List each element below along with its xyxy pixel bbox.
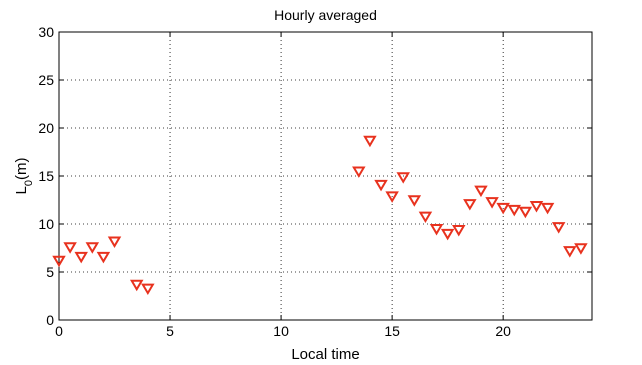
data-point-marker [74,251,88,264]
data-point-marker [551,222,566,234]
chart-title: Hourly averaged [274,7,377,23]
x-tick-label: 10 [273,323,289,339]
y-axis-title: L0(m) [13,158,35,195]
data-points [52,135,588,296]
data-point-marker [363,135,377,148]
data-point-marker [63,242,77,254]
y-tick-label: 20 [38,120,54,136]
axis-ticks: 0 5 10 15 20 0 5 10 15 20 25 30 [38,24,592,339]
data-point-marker [52,255,66,268]
data-point-marker [418,211,433,224]
data-point-marker [141,283,155,296]
x-tick-label: 15 [384,323,400,339]
x-tick-label: 5 [166,323,174,339]
data-point-marker [574,243,588,255]
x-axis-title: Local time [291,346,359,363]
data-point-marker [429,224,444,236]
y-axis-title-subscript: 0 [23,180,35,186]
plot-area-frame [58,31,593,321]
data-point-marker [485,197,499,209]
data-point-marker [474,185,488,198]
x-tick-label: 0 [55,323,63,339]
y-tick-label: 25 [38,72,54,88]
data-point-marker [463,199,477,211]
x-tick-label: 20 [495,323,511,339]
data-point-marker [540,202,555,215]
data-point-marker [518,206,533,219]
y-tick-label: 30 [38,24,54,40]
data-point-marker [385,191,399,203]
data-point-marker [96,251,111,264]
data-point-marker [107,236,122,249]
y-tick-label: 0 [46,312,54,328]
grid-lines [59,32,592,320]
data-point-marker [563,246,577,258]
y-axis-title-unit: (m) [13,158,30,181]
y-tick-label: 5 [46,264,54,280]
data-point-marker [452,225,466,237]
y-axis-title-main: L [13,186,30,194]
data-point-marker [507,204,522,217]
data-point-marker [85,242,100,254]
data-point-marker [374,179,388,192]
data-point-marker [529,201,544,213]
y-tick-label: 10 [38,216,54,232]
data-point-marker [129,279,144,292]
data-point-marker [440,228,455,241]
data-point-marker [496,202,510,215]
data-point-marker [352,166,366,178]
data-point-marker [396,172,410,184]
data-point-marker [407,195,422,207]
y-tick-label: 15 [38,168,54,184]
